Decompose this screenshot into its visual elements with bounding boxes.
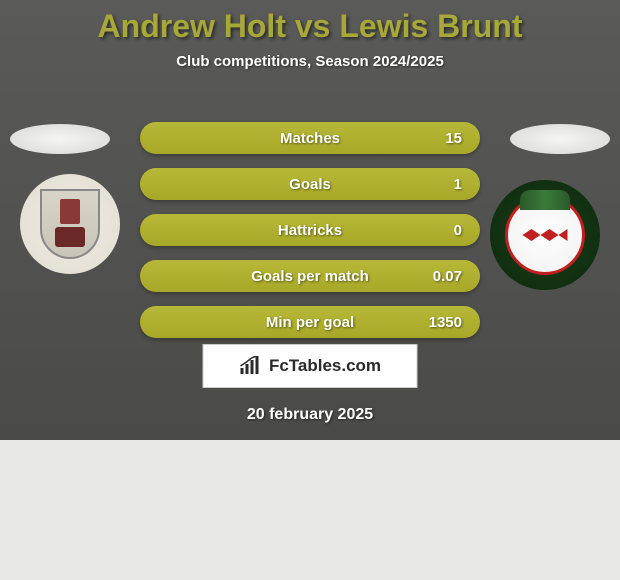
- stat-value: 15: [445, 130, 462, 147]
- page-subtitle: Club competitions, Season 2024/2025: [0, 53, 620, 70]
- stats-container: Matches 15 Goals 1 Hattricks 0 Goals per…: [140, 122, 480, 352]
- stat-label: Goals per match: [251, 268, 369, 285]
- northampton-shield-icon: [40, 189, 100, 259]
- brand-text: FcTables.com: [269, 356, 381, 376]
- comparison-panel: Andrew Holt vs Lewis Brunt Club competit…: [0, 0, 620, 440]
- stat-row-goals: Goals 1: [140, 168, 480, 200]
- stat-value: 1: [454, 176, 462, 193]
- stat-row-matches: Matches 15: [140, 122, 480, 154]
- club-crest-right: [490, 180, 600, 290]
- stat-row-goals-per-match: Goals per match 0.07: [140, 260, 480, 292]
- stat-label: Goals: [289, 176, 331, 193]
- stat-label: Hattricks: [278, 222, 342, 239]
- brand-attribution[interactable]: FcTables.com: [203, 344, 418, 388]
- page-title: Andrew Holt vs Lewis Brunt: [0, 0, 620, 45]
- club-crest-left: [20, 174, 120, 274]
- stat-value: 0.07: [433, 268, 462, 285]
- stat-value: 1350: [429, 314, 462, 331]
- stat-value: 0: [454, 222, 462, 239]
- comparison-date: 20 february 2025: [247, 406, 373, 424]
- chart-bar-icon: [239, 356, 263, 376]
- stat-row-min-per-goal: Min per goal 1350: [140, 306, 480, 338]
- player-photo-left: [10, 124, 110, 154]
- wrexham-badge-icon: [505, 195, 585, 275]
- stat-label: Min per goal: [266, 314, 354, 331]
- stat-label: Matches: [280, 130, 340, 147]
- player-photo-right: [510, 124, 610, 154]
- stat-row-hattricks: Hattricks 0: [140, 214, 480, 246]
